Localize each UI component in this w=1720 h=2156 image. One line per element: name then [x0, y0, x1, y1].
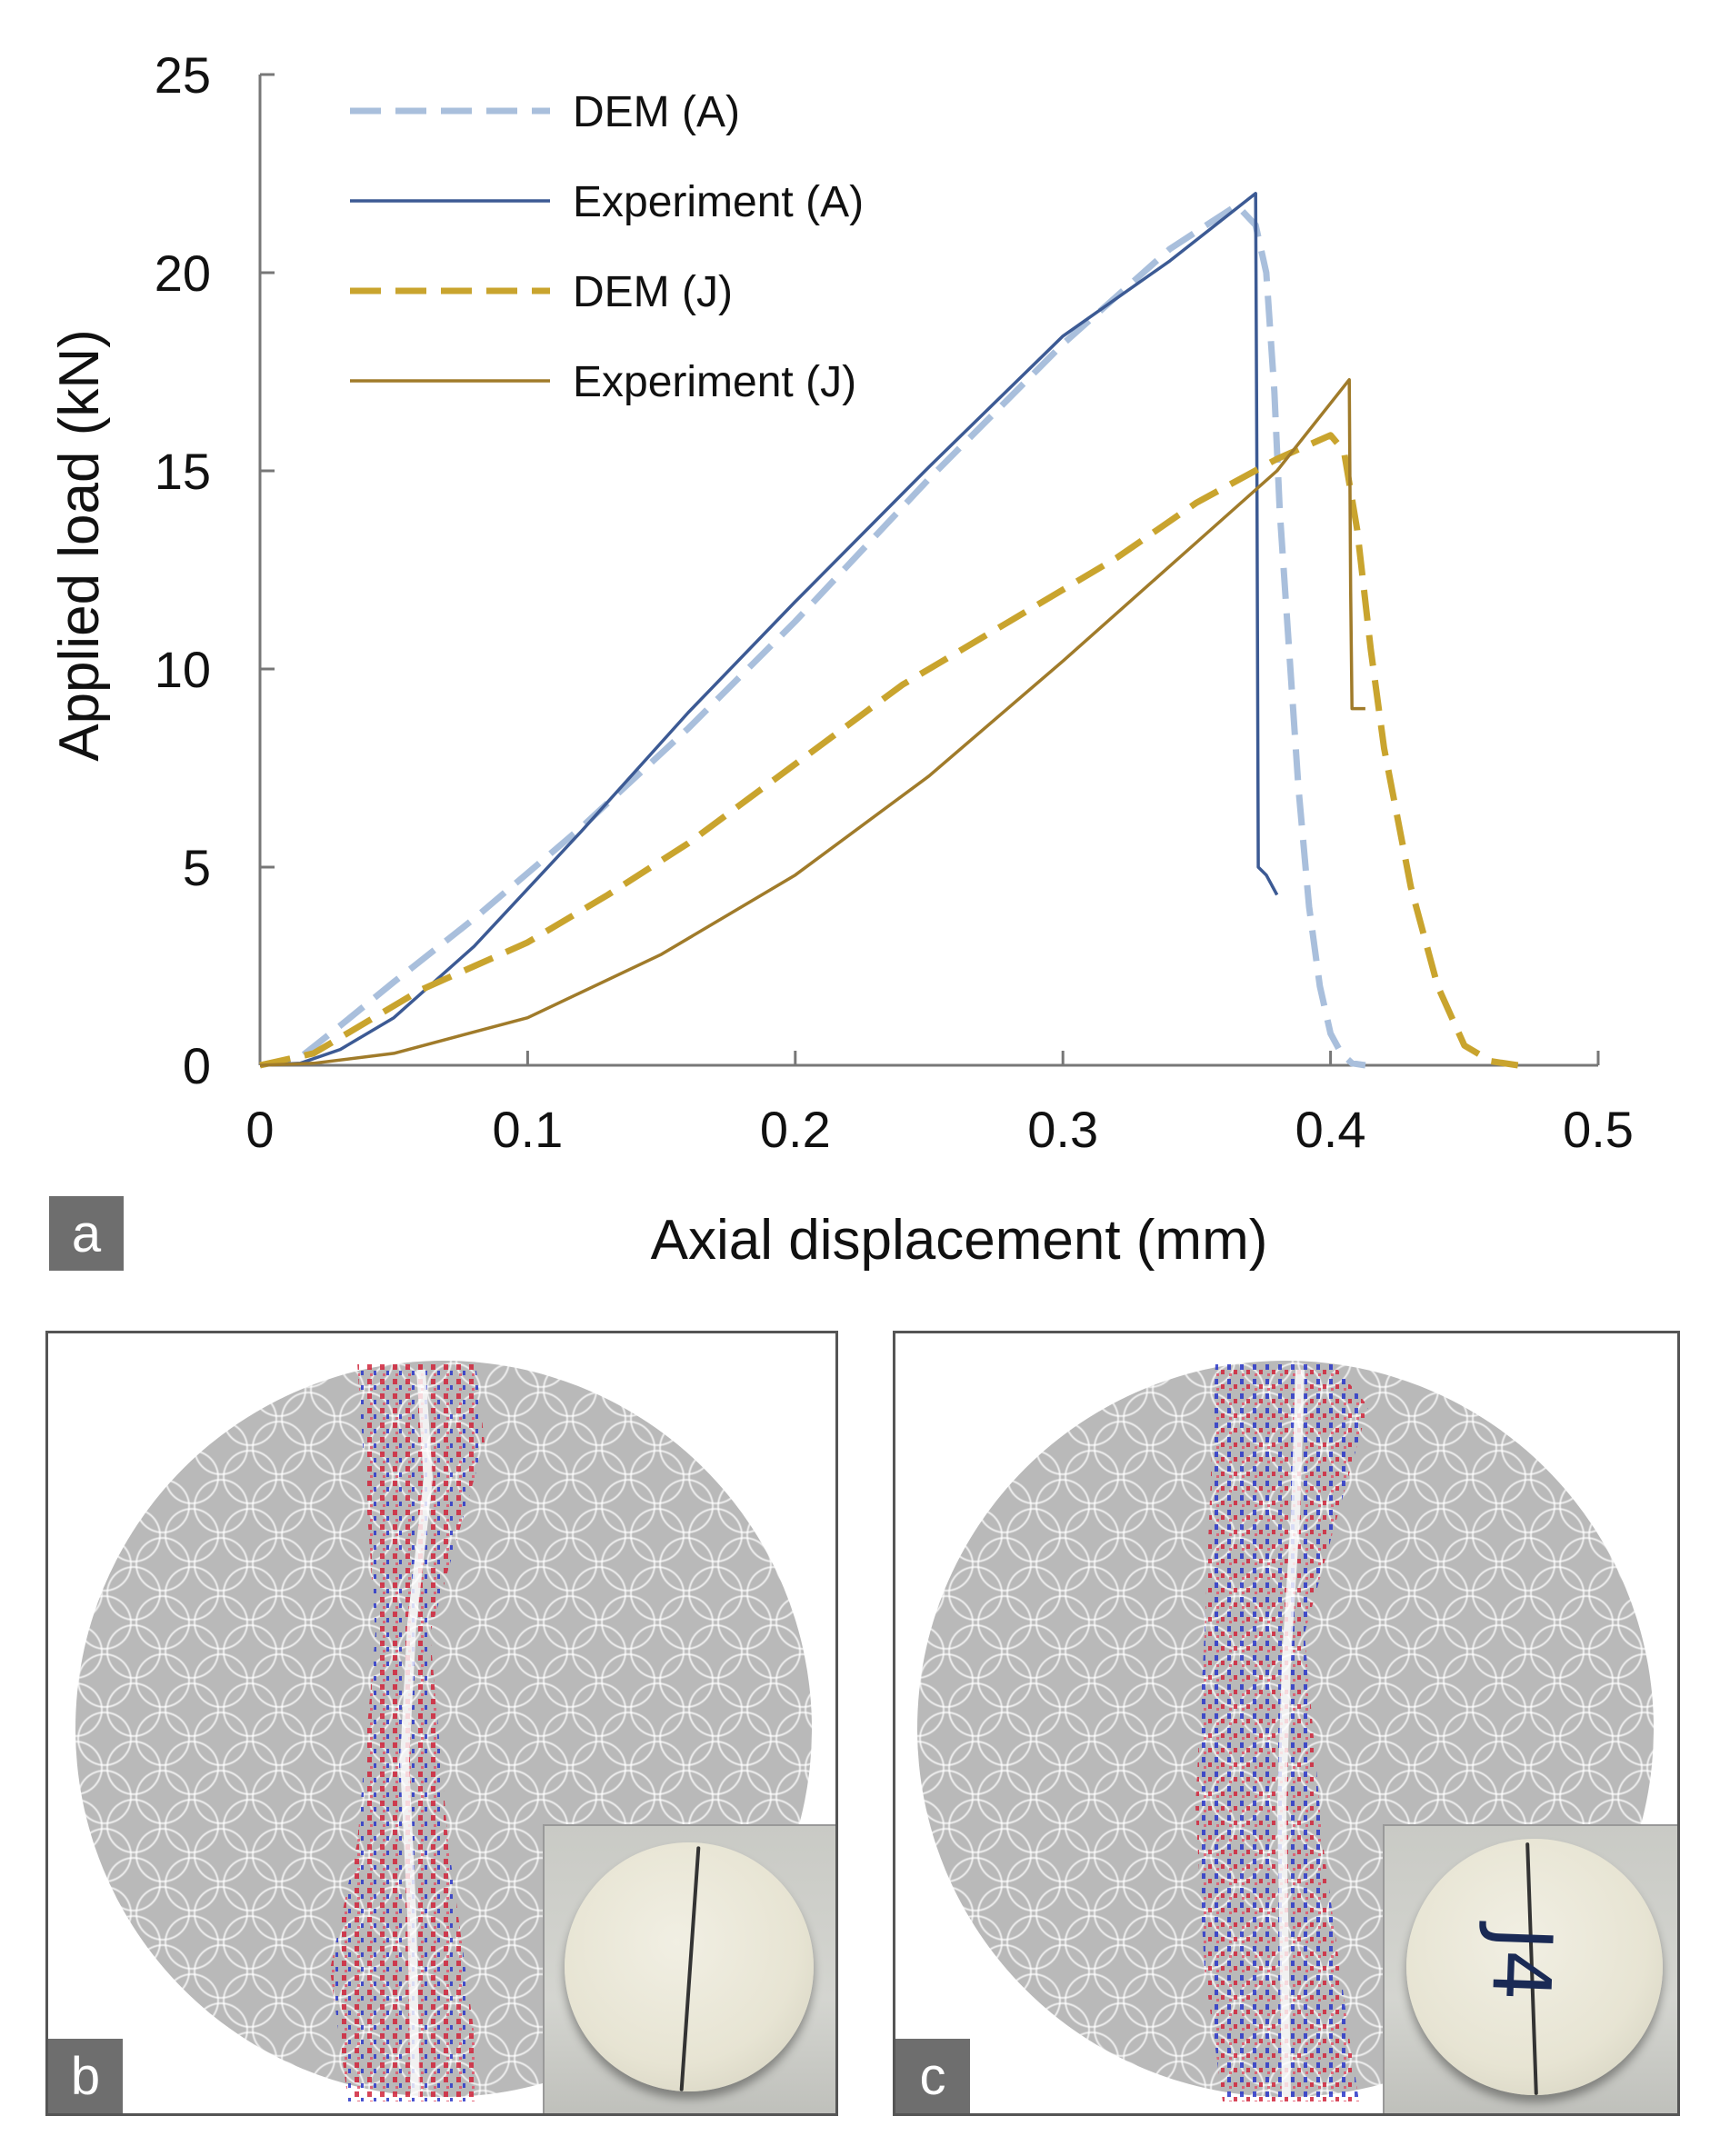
legend-label: Experiment (A) [573, 178, 864, 226]
panel-label-c: c [895, 2039, 970, 2113]
load-displacement-chart: 0 5 10 15 20 25 0 0.1 0.2 0.3 0.4 0.5 DEM (A) Exper… [48, 46, 1634, 1272]
legend: DEM (A) Experiment (A) DEM (J) Experiment (… [350, 88, 864, 406]
x-tick-label: 0.3 [1027, 1101, 1098, 1158]
y-tick-label: 20 [155, 245, 211, 302]
specimen-photo-b [543, 1824, 835, 2113]
x-tick-label: 0 [245, 1101, 274, 1158]
panel-c-simulation: J4 c [893, 1331, 1680, 2116]
y-tick-label: 15 [155, 443, 211, 500]
crack-band-c [1195, 1362, 1368, 2101]
series-layer [259, 192, 1519, 1069]
panel-label-a: a [49, 1196, 124, 1271]
y-tick-label: 0 [183, 1037, 211, 1094]
y-tick-label: 10 [155, 641, 211, 698]
y-ticks: 0 5 10 15 20 25 [155, 46, 275, 1094]
x-tick-label: 0.5 [1563, 1101, 1634, 1158]
x-ticks: 0 0.1 0.2 0.3 0.4 0.5 [245, 1051, 1634, 1158]
legend-label: DEM (J) [573, 268, 733, 316]
specimen-photo-c: J4 [1383, 1824, 1677, 2113]
y-tick-label: 5 [183, 839, 211, 896]
panel-label-b: b [48, 2039, 123, 2113]
legend-label: DEM (A) [573, 88, 740, 136]
x-tick-label: 0.2 [760, 1101, 831, 1158]
series-line-experiment-j [259, 377, 1365, 1067]
y-tick-label: 25 [155, 46, 211, 104]
y-axis-title: Applied load (kN) [48, 329, 111, 762]
crack-band-b [330, 1362, 485, 2101]
series-line-dem-a [259, 202, 1366, 1069]
legend-label: Experiment (J) [573, 358, 856, 406]
series-line-experiment-a [259, 192, 1279, 1067]
specimen-marking-c: J4 [1474, 1924, 1570, 2003]
panel-b-simulation: b [45, 1331, 838, 2116]
x-tick-label: 0.4 [1295, 1101, 1366, 1158]
series-line-dem-j [259, 432, 1519, 1069]
x-tick-label: 0.1 [492, 1101, 563, 1158]
x-axis-title: Axial displacement (mm) [651, 1209, 1268, 1272]
